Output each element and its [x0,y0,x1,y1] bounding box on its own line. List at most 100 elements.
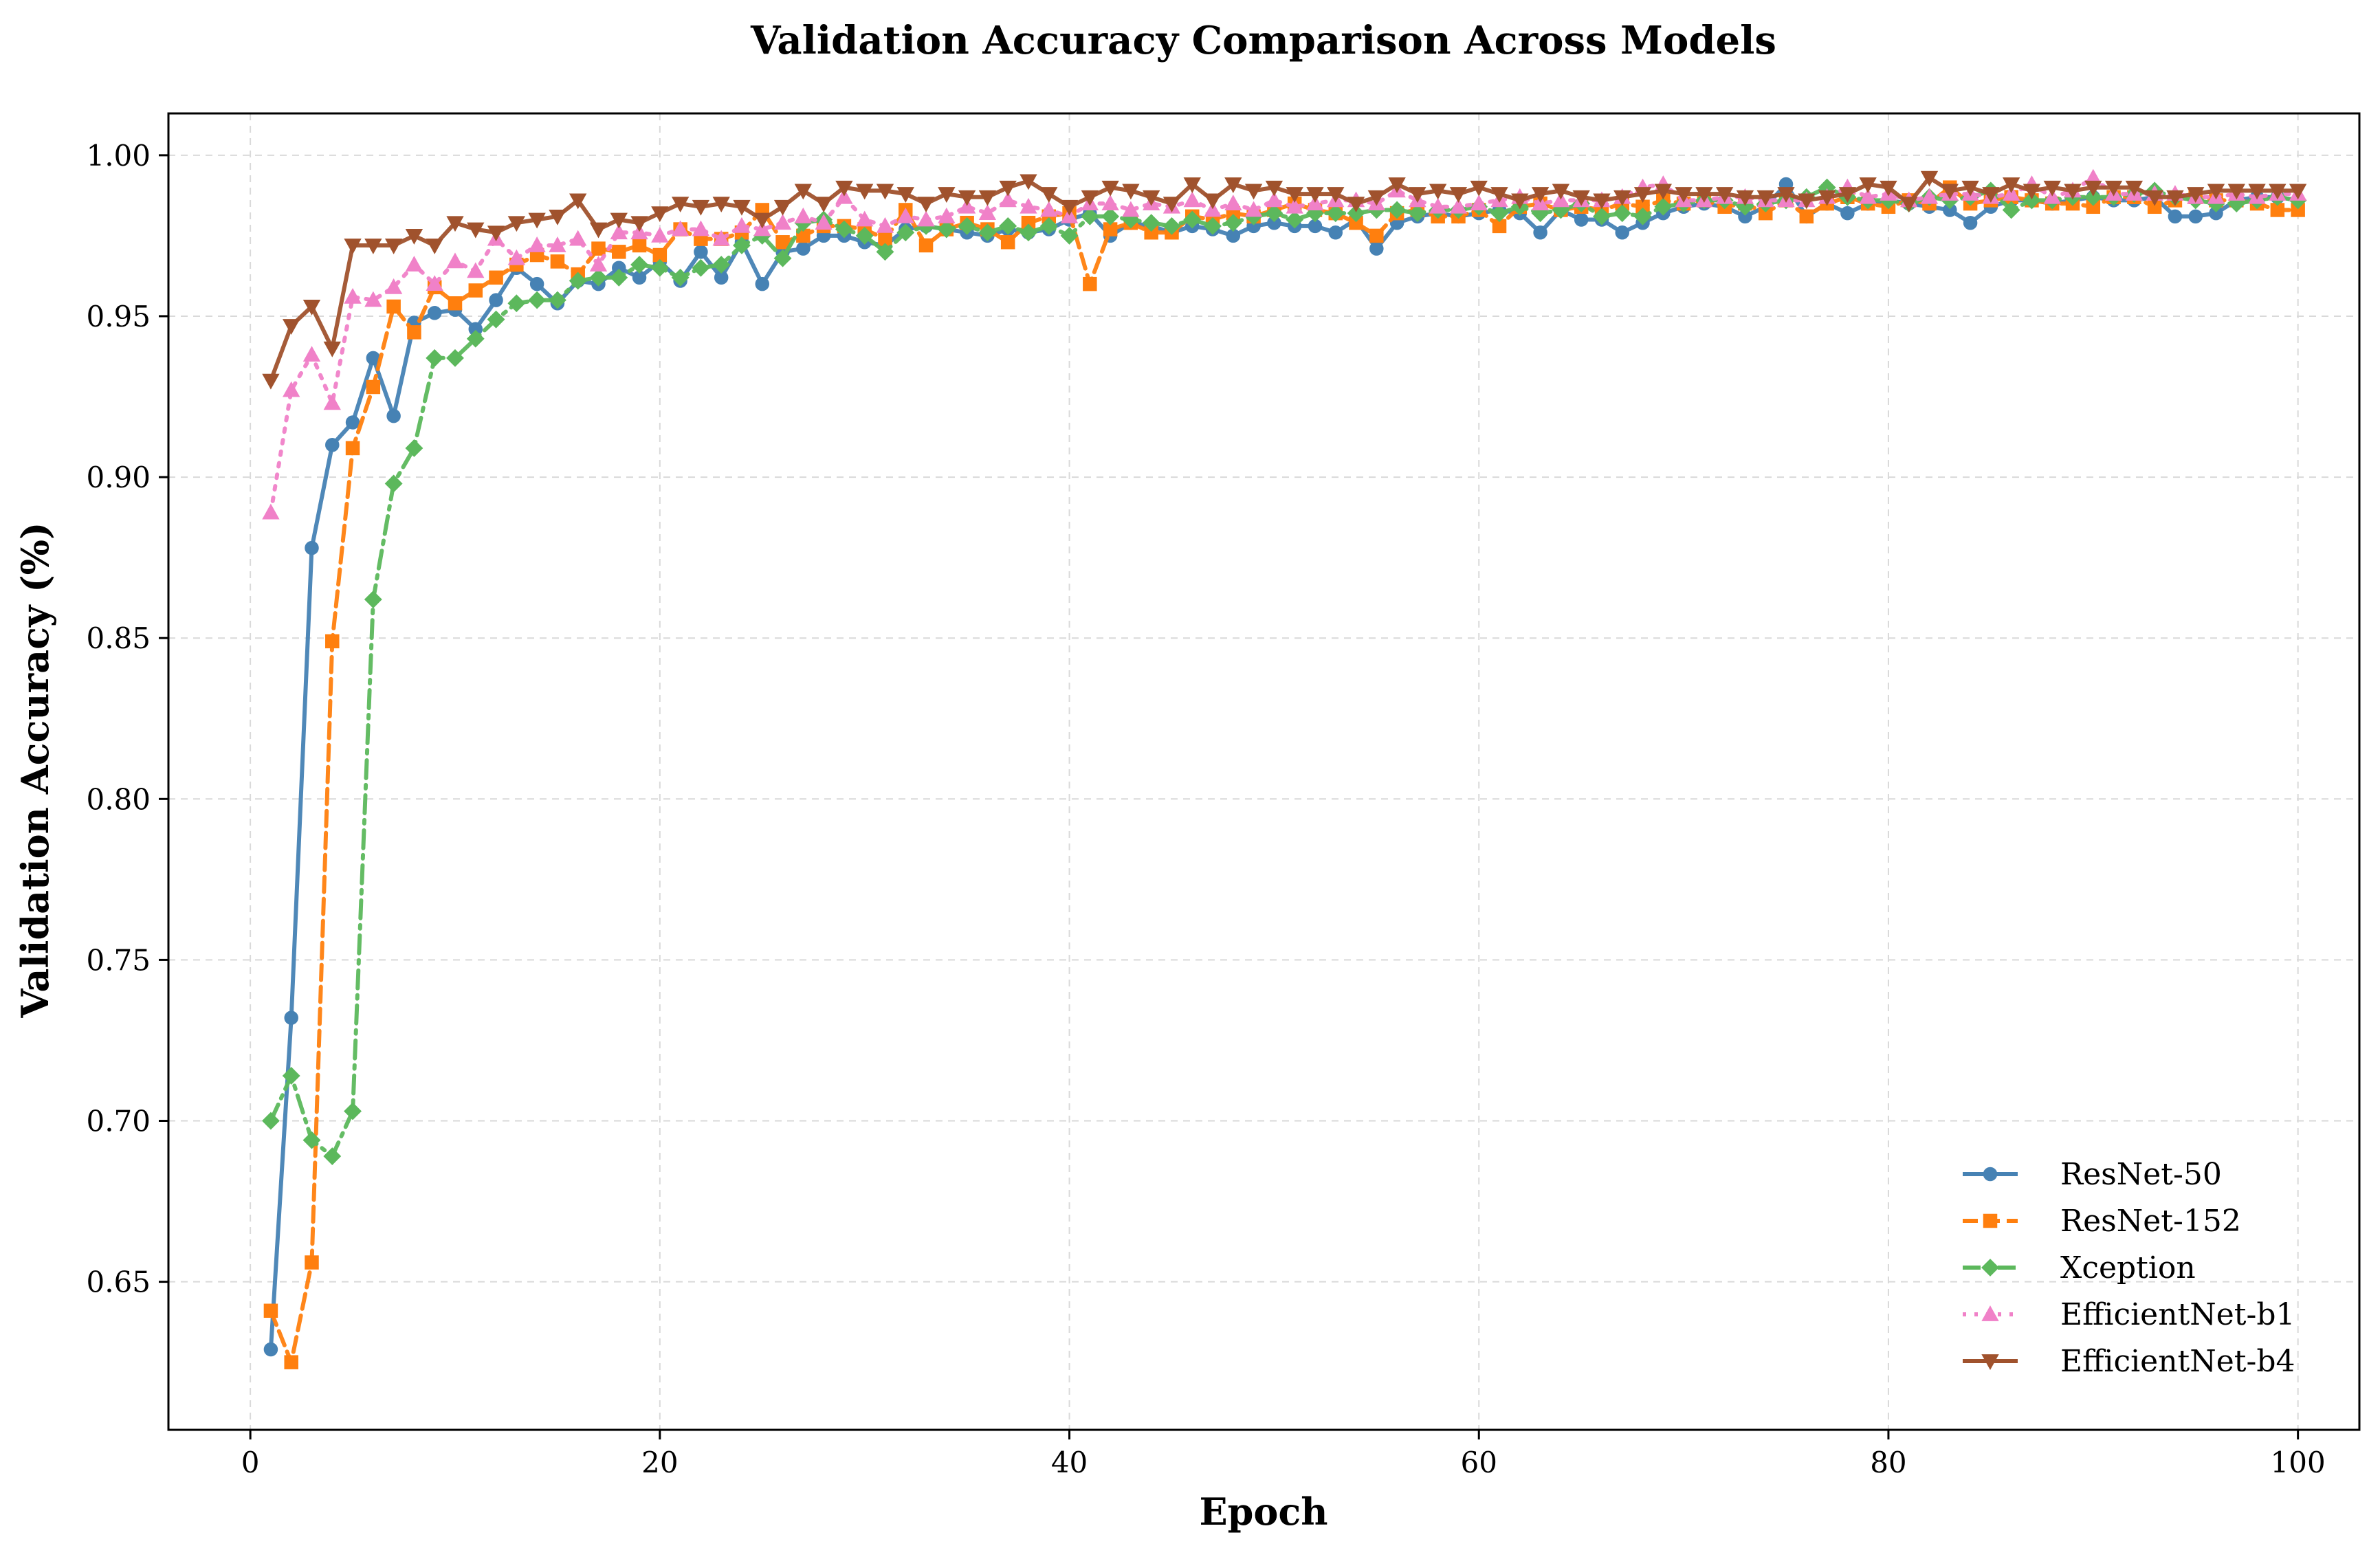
data-point [1818,190,1836,206]
data-point [548,291,566,309]
data-point [589,268,608,287]
data-point [1490,204,1508,223]
data-point [2023,191,2041,210]
data-point [1000,235,1015,250]
y-tick-label: 0.70 [86,1105,151,1138]
data-point [1020,197,1037,214]
data-point [1388,201,1407,219]
data-point [305,1255,319,1270]
data-point [569,193,587,210]
data-point [918,238,934,253]
data-point [610,212,628,229]
data-point [1533,225,1547,240]
data-point [407,325,421,340]
data-point [1244,184,1263,200]
data-point [1163,217,1181,235]
data-point [1347,204,1365,223]
y-tick-label: 0.75 [86,943,151,977]
data-point [1040,201,1058,217]
data-point [528,236,546,252]
data-point [282,1067,300,1085]
data-point [1224,177,1242,193]
data-point [978,223,997,242]
data-point [1613,190,1631,206]
data-point [1593,193,1611,210]
data-point [405,229,423,245]
data-point [712,197,730,213]
data-point [467,222,485,239]
data-point [589,256,608,272]
data-point [1204,193,1222,210]
data-point [1429,184,1447,200]
data-point [1327,187,1345,203]
series-efficientnet-b4 [262,170,2307,390]
data-point [1020,223,1037,242]
legend-label: ResNet-152 [2060,1204,2241,1239]
data-point [1183,177,1201,193]
data-point [384,474,403,493]
data-point [446,349,464,367]
data-point [529,276,544,291]
data-point [1265,204,1283,223]
data-point [1101,207,1120,225]
data-point [2002,177,2020,193]
data-point [528,291,547,309]
legend-item: EfficientNet-b4 [1963,1344,2295,1379]
data-point [1265,191,1283,208]
data-point [386,299,401,314]
y-axis-label: Validation Accuracy (%) [13,522,57,1018]
data-point [2023,184,2041,200]
legend-marker [1981,1354,1999,1370]
data-point [2207,184,2225,200]
data-point [446,216,464,232]
data-point [671,220,690,236]
data-point [284,1355,298,1369]
data-point [630,256,648,274]
data-point [2289,184,2307,200]
data-point [876,217,894,233]
data-point [1715,187,1734,203]
data-point [427,306,442,320]
data-point [1941,184,1959,200]
data-point [1593,207,1611,225]
data-point [466,329,485,348]
data-point [692,258,710,277]
data-point [263,1342,278,1357]
data-point [1633,187,1652,203]
y-tick-label: 0.65 [86,1266,151,1299]
data-point [345,415,360,430]
data-point [426,275,443,291]
data-point [489,270,503,285]
data-point [938,187,956,203]
data-point [550,254,565,269]
data-point [1224,214,1242,232]
series-line [268,175,2300,515]
data-point [1429,197,1447,214]
data-point [1859,188,1877,204]
data-point [815,197,833,213]
data-point [325,634,340,649]
data-point [794,207,813,223]
data-point [507,294,526,313]
data-point [1982,187,2000,203]
data-point [489,293,503,307]
data-point [1449,197,1468,214]
data-point [344,287,362,304]
data-point [1777,187,1795,203]
data-point [284,1011,298,1025]
data-point [1163,197,1181,213]
data-point [1369,241,1384,256]
data-point [1347,197,1365,213]
data-point [345,441,360,456]
data-point [1286,187,1303,203]
data-point [896,223,915,242]
data-point [2146,190,2163,206]
data-point [651,206,669,223]
data-point [1838,187,1857,203]
data-point [467,262,485,278]
data-point [2043,180,2061,197]
data-point [2104,180,2123,197]
data-point [507,216,526,232]
data-point [1963,215,1978,230]
data-point [1020,174,1037,190]
